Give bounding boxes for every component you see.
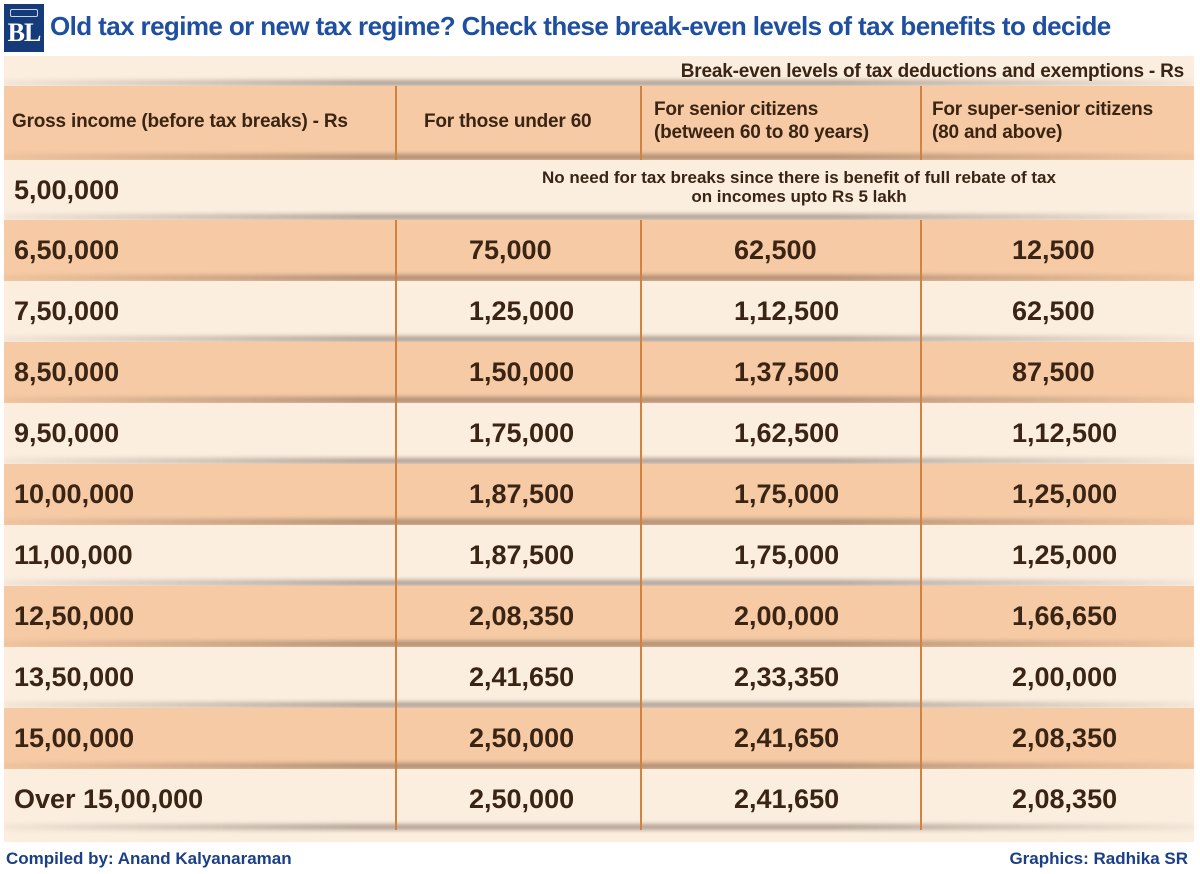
column-header-super-senior-citizens: For super-senior citizens (80 and above) — [932, 98, 1153, 144]
table-row: 12,50,000 2,08,350 2,00,000 1,66,650 — [4, 586, 1194, 647]
table-row: Over 15,00,000 2,50,000 2,41,650 2,08,350 — [4, 769, 1194, 830]
break-even-value-cell: 12,500 — [1012, 235, 1095, 265]
table-row: 9,50,000 1,75,000 1,62,500 1,12,500 — [4, 403, 1194, 464]
gross-income-cell: 11,00,000 — [14, 540, 133, 570]
column-header-line: For those under 60 — [424, 111, 592, 132]
table-row: 6,50,000 75,000 62,500 12,500 — [4, 220, 1194, 281]
break-even-value-cell: 2,00,000 — [734, 601, 840, 631]
break-even-value-cell: 1,87,500 — [469, 540, 575, 570]
gross-income-cell: 15,00,000 — [14, 723, 135, 753]
table-row: 10,00,000 1,87,500 1,75,000 1,25,000 — [4, 464, 1194, 525]
column-header-line: (80 and above) — [932, 122, 1063, 143]
gross-income-cell: 12,50,000 — [14, 601, 135, 631]
rebate-note-line-1: No need for tax breaks since there is be… — [542, 168, 1056, 187]
rebate-note: No need for tax breaks since there is be… — [404, 160, 1194, 220]
break-even-value-cell: 2,08,350 — [469, 601, 575, 631]
break-even-value-cell: 1,75,000 — [734, 540, 840, 570]
note-row: 5,00,000 No need for tax breaks since th… — [4, 160, 1194, 220]
break-even-value-cell: 2,41,650 — [734, 723, 840, 753]
page-title: Old tax regime or new tax regime? Check … — [50, 11, 1111, 41]
break-even-value-cell: 1,12,500 — [734, 296, 840, 326]
break-even-value-cell: 1,25,000 — [469, 296, 575, 326]
compiled-by-credit: Compiled by: Anand Kalyanaraman — [6, 849, 292, 868]
break-even-table: Break-even levels of tax deductions and … — [4, 56, 1194, 842]
break-even-value-cell: 1,75,000 — [469, 418, 575, 448]
break-even-value-cell: 1,66,650 — [1012, 601, 1118, 631]
table-row: 13,50,000 2,41,650 2,33,350 2,00,000 — [4, 647, 1194, 708]
table-row: 7,50,000 1,25,000 1,12,500 62,500 — [4, 281, 1194, 342]
column-divider — [395, 220, 397, 830]
column-divider — [920, 86, 922, 160]
break-even-value-cell: 2,33,350 — [734, 662, 840, 692]
column-header-line: For super-senior citizens — [932, 99, 1153, 120]
break-even-value-cell: 2,41,650 — [734, 784, 840, 814]
break-even-value-cell: 75,000 — [469, 235, 552, 265]
logo-text: BL — [7, 18, 42, 47]
table-banner: Break-even levels of tax deductions and … — [680, 61, 1184, 82]
gross-income-cell: 6,50,000 — [14, 235, 120, 265]
break-even-value-cell: 87,500 — [1012, 357, 1095, 387]
break-even-value-cell: 2,41,650 — [469, 662, 575, 692]
table-row: 15,00,000 2,50,000 2,41,650 2,08,350 — [4, 708, 1194, 769]
break-even-value-cell: 62,500 — [734, 235, 817, 265]
column-header-line: For senior citizens — [654, 99, 819, 120]
header-row: Gross income (before tax breaks) - Rs Fo… — [4, 86, 1194, 160]
break-even-value-cell: 1,62,500 — [734, 418, 840, 448]
column-header-line: Gross income (before tax breaks) - Rs — [12, 111, 348, 132]
logo-emblem-icon — [10, 9, 38, 17]
break-even-value-cell: 1,87,500 — [469, 479, 575, 509]
gross-income-cell: 7,50,000 — [14, 296, 120, 326]
column-divider — [395, 86, 397, 160]
header: BL Old tax regime or new tax regime? Che… — [0, 0, 1200, 56]
gross-income-cell: Over 15,00,000 — [14, 784, 204, 814]
bl-logo: BL — [4, 4, 44, 52]
break-even-value-cell: 2,08,350 — [1012, 784, 1118, 814]
break-even-value-cell: 2,00,000 — [1012, 662, 1118, 692]
break-even-value-cell: 1,75,000 — [734, 479, 840, 509]
footer: Compiled by: Anand Kalyanaraman Graphics… — [0, 842, 1200, 874]
table-row: 11,00,000 1,87,500 1,75,000 1,25,000 — [4, 525, 1194, 586]
break-even-value-cell: 1,37,500 — [734, 357, 840, 387]
break-even-value-cell: 1,50,000 — [469, 357, 575, 387]
gross-income-cell: 10,00,000 — [14, 479, 135, 509]
break-even-value-cell: 2,08,350 — [1012, 723, 1118, 753]
column-header-senior-citizens: For senior citizens (between 60 to 80 ye… — [654, 98, 869, 144]
column-header-gross-income: Gross income (before tax breaks) - Rs — [12, 110, 348, 133]
break-even-value-cell: 1,25,000 — [1012, 540, 1118, 570]
rebate-note-line-2: on incomes upto Rs 5 lakh — [691, 187, 907, 206]
gross-income-cell: 8,50,000 — [14, 357, 120, 387]
break-even-value-cell: 1,12,500 — [1012, 418, 1118, 448]
table-row: 8,50,000 1,50,000 1,37,500 87,500 — [4, 342, 1194, 403]
banner-row: Break-even levels of tax deductions and … — [4, 56, 1194, 86]
column-divider — [920, 220, 922, 830]
column-header-line: (between 60 to 80 years) — [654, 122, 869, 143]
column-header-under-60: For those under 60 — [424, 110, 592, 133]
break-even-value-cell: 2,50,000 — [469, 723, 575, 753]
column-divider — [640, 220, 642, 830]
column-divider — [640, 86, 642, 160]
graphics-credit: Graphics: Radhika SR — [1009, 849, 1188, 868]
break-even-value-cell: 62,500 — [1012, 296, 1095, 326]
break-even-value-cell: 2,50,000 — [469, 784, 575, 814]
gross-income-cell: 5,00,000 — [14, 175, 120, 205]
gross-income-cell: 9,50,000 — [14, 418, 120, 448]
gross-income-cell: 13,50,000 — [14, 662, 135, 692]
break-even-value-cell: 1,25,000 — [1012, 479, 1118, 509]
